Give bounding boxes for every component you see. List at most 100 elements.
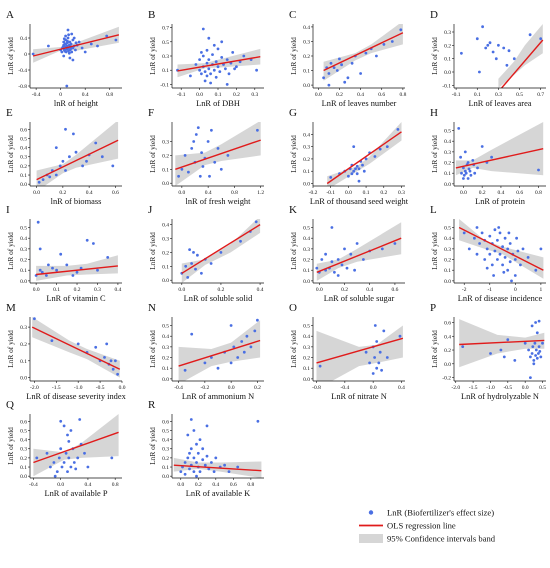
regression-line	[316, 337, 404, 364]
x-tick-label: 0.0	[33, 287, 40, 293]
data-point	[189, 74, 192, 78]
data-point	[52, 461, 56, 464]
data-point	[380, 368, 383, 372]
y-tick-label: 0.0	[162, 181, 169, 187]
data-point	[62, 40, 66, 44]
data-point	[223, 463, 227, 467]
data-point	[69, 42, 73, 46]
data-point	[74, 467, 78, 471]
data-point	[355, 172, 359, 176]
data-point	[92, 242, 95, 245]
data-point	[460, 51, 463, 55]
data-point	[498, 231, 502, 235]
data-point	[502, 355, 506, 359]
data-point	[195, 474, 198, 478]
data-point	[183, 368, 187, 372]
data-point	[83, 50, 87, 54]
data-point	[236, 356, 240, 359]
x-tick-label: 0.0	[119, 385, 126, 391]
data-point	[86, 465, 90, 469]
data-point	[55, 470, 59, 473]
data-point	[531, 345, 535, 348]
x-tick-label: 0.8	[399, 92, 406, 98]
data-point	[508, 242, 512, 245]
data-point	[502, 270, 506, 274]
y-tick-label: 0.2	[303, 356, 310, 362]
y-tick-label: 0.0	[303, 377, 310, 383]
data-point	[460, 171, 463, 175]
y-axis-title: LnR of yield	[430, 232, 439, 270]
data-point	[214, 75, 218, 79]
data-point	[219, 167, 223, 171]
data-point	[67, 440, 71, 443]
data-point	[49, 465, 52, 469]
y-tick-label: 0.4	[20, 36, 27, 42]
x-axis-title: LnR of available P	[44, 489, 107, 498]
panel-r: 0.0 0.2 0.4 0.6 0.80.00.10.20.30.40.50.6LnR …	[148, 399, 264, 498]
y-tick-label: 0.5	[162, 324, 169, 330]
data-point	[385, 145, 389, 149]
x-tick-label: 0.0	[178, 190, 185, 196]
data-point	[254, 220, 258, 224]
data-point	[530, 324, 534, 328]
data-point	[375, 54, 378, 58]
x-tick-label: 0.1	[53, 287, 60, 293]
y-tick-label: 0.2	[303, 54, 310, 60]
data-point	[488, 41, 492, 45]
data-point	[214, 60, 218, 64]
y-tick-label: 0.3	[162, 236, 169, 242]
data-point	[74, 150, 78, 154]
x-tick-label: -0.5	[96, 385, 105, 391]
data-point	[61, 159, 65, 163]
data-point	[62, 424, 66, 428]
data-point	[364, 350, 368, 354]
x-tick-label: 0.2	[74, 287, 81, 293]
data-point	[186, 433, 190, 437]
y-tick-label: 0.2	[303, 157, 310, 163]
y-axis-title: LnR of yield	[148, 330, 157, 368]
data-point	[492, 274, 495, 277]
data-point	[186, 276, 190, 279]
data-point	[203, 70, 207, 73]
data-point	[76, 456, 80, 460]
data-point	[218, 70, 222, 73]
y-tick-label: 0.3	[162, 447, 169, 453]
data-point	[506, 247, 510, 251]
data-point	[503, 236, 507, 240]
x-tick-label: -0.2	[309, 190, 318, 196]
data-point	[380, 247, 384, 251]
data-point	[489, 352, 492, 355]
panel-letter: O	[289, 302, 297, 314]
y-tick-label: 0.2	[444, 258, 451, 264]
y-axis-title: LnR of yield	[6, 330, 15, 368]
data-point	[36, 220, 40, 224]
y-tick-label: 0.2	[162, 250, 169, 256]
data-point	[245, 334, 249, 338]
confidence-band	[455, 122, 544, 176]
regression-line	[501, 39, 544, 88]
data-point	[496, 238, 499, 242]
data-point	[533, 341, 537, 345]
data-point	[335, 69, 339, 72]
x-tick-label: 0.3	[398, 190, 405, 196]
y-tick-label: 0.2	[444, 43, 451, 49]
x-tick-label: 0.8	[231, 190, 238, 196]
data-point	[75, 270, 79, 274]
data-point	[48, 175, 52, 179]
data-point	[507, 49, 511, 53]
regression-line	[36, 139, 119, 181]
data-point	[256, 318, 259, 322]
y-tick-label: 0.4	[444, 334, 451, 340]
x-tick-label: 0.4	[82, 92, 89, 98]
data-point	[516, 249, 520, 253]
x-tick-label: -0.1	[452, 92, 461, 98]
data-point	[38, 247, 42, 251]
data-point	[352, 169, 356, 173]
confidence-band	[36, 255, 118, 281]
data-point	[72, 132, 75, 136]
y-tick-label: 0.3	[303, 345, 310, 351]
data-point	[359, 72, 362, 75]
x-tick-label: 0.6	[516, 190, 523, 196]
data-point	[60, 465, 64, 469]
data-point	[493, 228, 497, 232]
